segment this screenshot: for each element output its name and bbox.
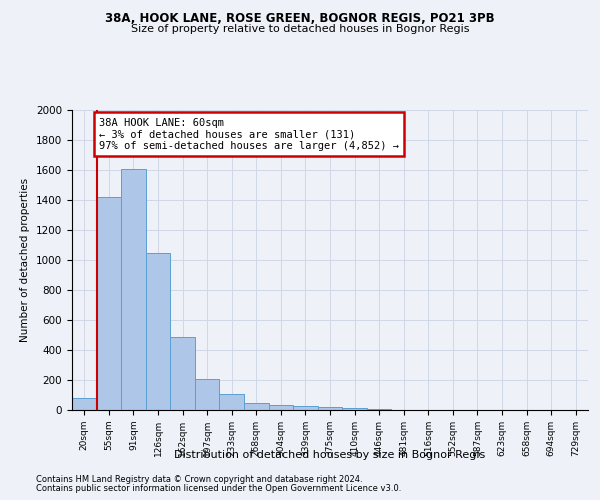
Y-axis label: Number of detached properties: Number of detached properties [20,178,31,342]
Bar [342,408,367,410]
Bar [72,398,97,410]
Text: Contains HM Land Registry data © Crown copyright and database right 2024.: Contains HM Land Registry data © Crown c… [36,475,362,484]
Bar [318,407,342,410]
Bar [220,394,244,410]
Text: Size of property relative to detached houses in Bognor Regis: Size of property relative to detached ho… [131,24,469,34]
Bar [170,336,195,410]
Text: 38A, HOOK LANE, ROSE GREEN, BOGNOR REGIS, PO21 3PB: 38A, HOOK LANE, ROSE GREEN, BOGNOR REGIS… [105,12,495,26]
Bar [195,379,220,410]
Bar [121,168,146,410]
Bar [146,252,170,410]
Bar [97,197,121,410]
Bar [269,405,293,410]
Text: 38A HOOK LANE: 60sqm
← 3% of detached houses are smaller (131)
97% of semi-detac: 38A HOOK LANE: 60sqm ← 3% of detached ho… [99,118,399,150]
Text: Contains public sector information licensed under the Open Government Licence v3: Contains public sector information licen… [36,484,401,493]
Bar [244,402,269,410]
Text: Distribution of detached houses by size in Bognor Regis: Distribution of detached houses by size … [175,450,485,460]
Bar [293,406,318,410]
Bar [367,409,391,410]
